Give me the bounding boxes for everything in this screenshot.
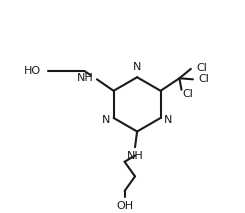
- Text: Cl: Cl: [183, 89, 193, 99]
- Text: N: N: [133, 62, 141, 72]
- Text: NH: NH: [127, 151, 143, 161]
- Text: Cl: Cl: [196, 63, 207, 73]
- Text: OH: OH: [116, 201, 133, 212]
- Text: NH: NH: [76, 73, 93, 83]
- Text: N: N: [164, 115, 172, 125]
- Text: HO: HO: [24, 66, 41, 76]
- Text: N: N: [102, 115, 110, 125]
- Text: Cl: Cl: [198, 74, 209, 84]
